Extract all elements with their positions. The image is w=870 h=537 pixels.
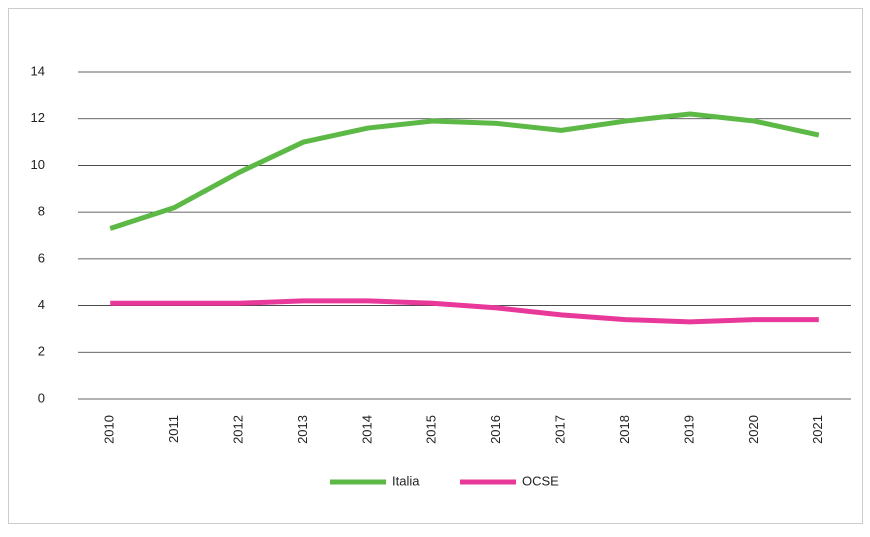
x-tick-label: 2012: [230, 415, 245, 444]
legend-label: OCSE: [522, 473, 559, 488]
y-tick-label: 6: [38, 250, 45, 265]
x-tick-label: 2019: [681, 415, 696, 444]
x-tick-label: 2016: [488, 415, 503, 444]
legend-label: Italia: [392, 473, 420, 488]
y-tick-label: 10: [31, 157, 45, 172]
y-tick-label: 12: [31, 110, 45, 125]
chart-border: [8, 8, 863, 524]
x-tick-label: 2021: [810, 415, 825, 444]
x-tick-label: 2018: [617, 415, 632, 444]
x-tick-label: 2013: [295, 415, 310, 444]
y-tick-label: 0: [38, 390, 45, 405]
x-tick-label: 2010: [102, 415, 117, 444]
x-tick-label: 2020: [746, 415, 761, 444]
y-tick-label: 14: [31, 63, 45, 78]
y-tick-label: 8: [38, 204, 45, 219]
x-tick-label: 2014: [359, 415, 374, 444]
x-tick-label: 2017: [553, 415, 568, 444]
series-line: [109, 111, 820, 231]
y-tick-label: 2: [38, 344, 45, 359]
series-line: [110, 298, 819, 325]
x-tick-label: 2011: [166, 415, 181, 443]
x-tick-label: 2015: [424, 415, 439, 444]
y-tick-label: 4: [38, 297, 45, 312]
